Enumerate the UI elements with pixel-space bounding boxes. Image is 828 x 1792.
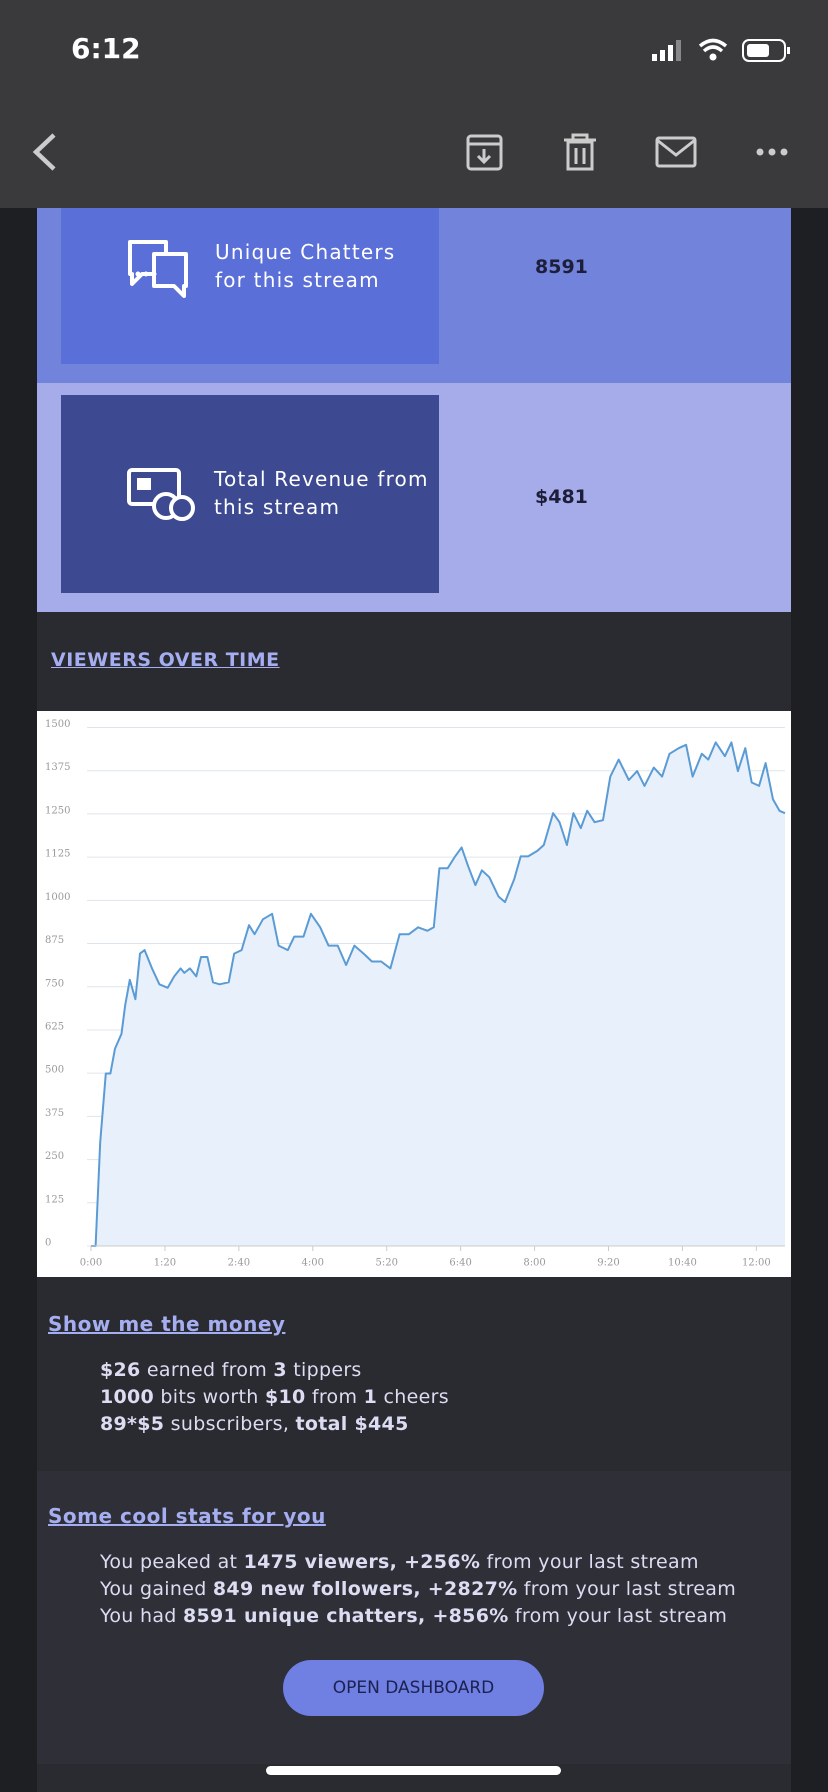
label-line: Unique Chatters — [215, 240, 396, 264]
y-tick-label: 625 — [45, 1021, 64, 1032]
y-tick-label: 1500 — [45, 719, 70, 730]
bold-text: 8591 unique chatters, +856% — [182, 1605, 509, 1627]
y-tick-label: 1125 — [45, 849, 70, 860]
bold-text: 3 — [273, 1359, 287, 1381]
line — [91, 741, 786, 1247]
bold-text: total $445 — [295, 1413, 409, 1435]
back-button[interactable] — [32, 133, 56, 171]
label-line: this stream — [214, 495, 341, 519]
text: from your last stream — [480, 1551, 699, 1573]
status-icons — [652, 38, 790, 62]
stat-label: Total Revenue from this stream — [214, 465, 429, 521]
more-button[interactable] — [756, 148, 788, 156]
archive-button[interactable] — [466, 134, 503, 171]
bold-text: $26 — [100, 1359, 141, 1381]
text-line: You gained 849 new followers, +2827% fro… — [100, 1576, 736, 1603]
status-time: 6:12 — [71, 32, 141, 65]
text: You gained — [100, 1578, 213, 1600]
section-heading[interactable]: Some cool stats for you — [48, 1504, 326, 1528]
x-tick-label: 2:40 — [228, 1258, 250, 1269]
label-line: Total Revenue from — [214, 467, 429, 491]
x-tick-label: 1:20 — [154, 1258, 176, 1269]
label-line: for this stream — [215, 268, 380, 292]
text-line: $26 earned from 3 tippers — [100, 1357, 449, 1384]
x-tick-label: 0:00 — [80, 1258, 102, 1269]
text-line: You peaked at 1475 viewers, +256% from y… — [100, 1549, 736, 1576]
delete-button[interactable] — [564, 133, 596, 171]
section-heading[interactable]: Show me the money — [48, 1312, 286, 1336]
dashboard-button[interactable]: OPEN DASHBOARD — [283, 1660, 544, 1716]
section-heading[interactable]: VIEWERS OVER TIME — [51, 649, 280, 671]
x-tick-label: 10:40 — [668, 1258, 697, 1269]
stat-box — [61, 395, 439, 593]
bold-text: 1 — [363, 1386, 378, 1408]
y-tick-label: 1250 — [45, 805, 70, 816]
y-tick-label: 0 — [45, 1238, 51, 1249]
bold-text: 1000 — [100, 1386, 155, 1408]
chart: 0 125 250 375 500 625 750 875 1000 1125 1250 1375 15… — [37, 711, 791, 1277]
stat-box — [61, 208, 439, 364]
home-indicator — [266, 1766, 561, 1775]
text: cheers — [377, 1386, 449, 1408]
x-tick-label: 5:20 — [375, 1258, 397, 1269]
stat-value: $481 — [535, 486, 588, 508]
stats-lines: You peaked at 1475 viewers, +256% from y… — [100, 1549, 736, 1630]
x-tick-label: 9:20 — [597, 1258, 619, 1269]
stat-value: 8591 — [535, 256, 588, 278]
stat-label: Unique Chatters for this stream — [215, 238, 395, 294]
text: tippers — [286, 1359, 362, 1381]
nav-header — [0, 0, 828, 208]
toolbar-icons — [32, 133, 788, 171]
y-tick-label: 750 — [45, 978, 64, 989]
text: from your last stream — [517, 1578, 737, 1600]
y-tick-label: 125 — [45, 1194, 64, 1205]
y-tick-label: 250 — [45, 1151, 64, 1162]
text: from your last stream — [508, 1605, 728, 1627]
text-line: 89*$5 subscribers, total $445 — [100, 1411, 449, 1438]
area — [91, 742, 785, 1246]
revenue-icon — [127, 468, 195, 521]
money-lines: $26 earned from 3 tippers 1000 bits worth… — [100, 1357, 449, 1438]
text-line: You had 8591 unique chatters, +856% from… — [100, 1603, 736, 1630]
text: bits worth — [154, 1386, 265, 1408]
bold-text: 1475 viewers, +256% — [243, 1551, 481, 1573]
text: earned from — [140, 1359, 274, 1381]
y-tick-label: 875 — [45, 935, 64, 946]
bold-text: 89*$5 — [100, 1413, 165, 1435]
mail-button[interactable] — [655, 136, 697, 168]
y-tick-label: 500 — [45, 1065, 64, 1076]
x-tick-label: 12:00 — [742, 1258, 771, 1269]
text: subscribers, — [164, 1413, 296, 1435]
x-tick-label: 6:40 — [449, 1258, 471, 1269]
bold-text: 849 new followers, +2827% — [212, 1578, 518, 1600]
text: You had — [100, 1605, 183, 1627]
text-line: 1000 bits worth $10 from 1 cheers — [100, 1384, 449, 1411]
y-tick-label: 375 — [45, 1108, 64, 1119]
text: You peaked at — [100, 1551, 244, 1573]
y-tick-label: 1375 — [45, 762, 70, 773]
text: from — [305, 1386, 364, 1408]
x-tick-label: 4:00 — [302, 1258, 324, 1269]
chat-icon — [128, 240, 188, 298]
y-tick-label: 1000 — [45, 892, 70, 903]
x-tick-label: 8:00 — [523, 1258, 545, 1269]
bold-text: $10 — [264, 1386, 306, 1408]
